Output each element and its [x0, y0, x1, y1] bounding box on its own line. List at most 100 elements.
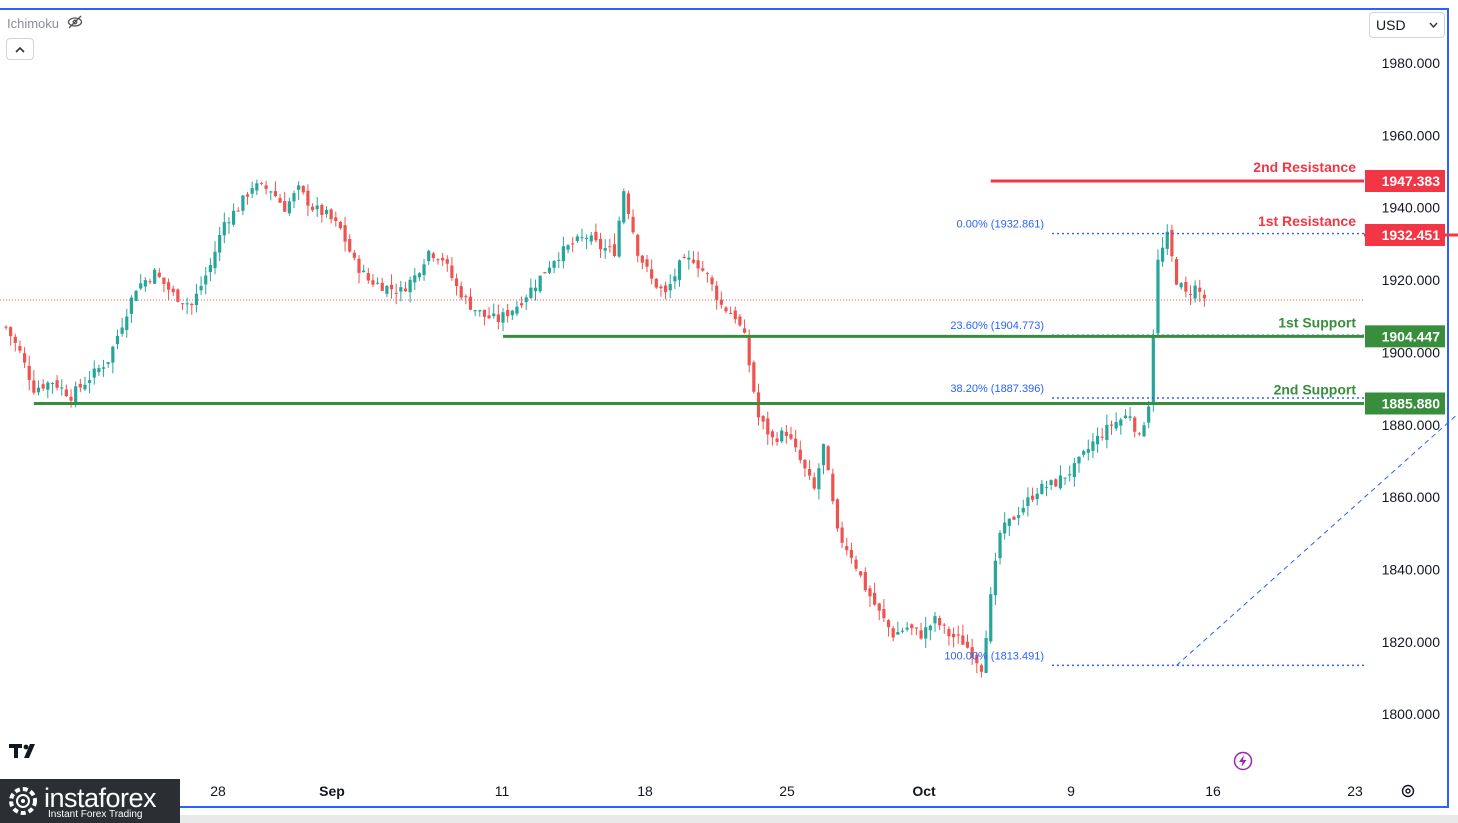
candle-body	[241, 195, 245, 211]
candles	[4, 179, 1207, 678]
candle-body	[450, 265, 454, 279]
candle-body	[292, 193, 296, 202]
fib-level-label: 38.20% (1887.396)	[950, 383, 1044, 395]
bottom-strip	[0, 815, 1458, 823]
candle-body	[645, 259, 649, 267]
candle-body	[650, 269, 654, 279]
candle-body	[640, 255, 644, 263]
tradingview-logo-icon[interactable]	[9, 742, 41, 765]
level-label: 2nd Support	[1274, 381, 1357, 397]
candle-body	[1174, 259, 1179, 285]
candle-body	[873, 592, 877, 605]
candle-body	[580, 237, 584, 239]
collapse-legend-button[interactable]	[6, 38, 34, 60]
level-label: 1st Support	[1278, 314, 1356, 330]
candle-body	[1063, 477, 1067, 479]
x-tick-label: 28	[210, 783, 226, 799]
candle-body	[770, 431, 775, 438]
candle-body	[719, 299, 723, 305]
level-label: 2nd Resistance	[1253, 159, 1356, 175]
x-tick-label: 16	[1205, 783, 1221, 799]
candle-body	[608, 246, 612, 248]
candle-body	[46, 382, 50, 390]
candle-body	[1091, 441, 1095, 451]
candle-body	[807, 469, 812, 476]
y-tick-label: 1820.000	[1382, 634, 1441, 650]
fib-level-label: 0.00% (1932.861)	[957, 219, 1044, 231]
lightning-icon[interactable]	[1233, 751, 1253, 776]
candle-body	[18, 346, 22, 351]
candle-body	[427, 250, 431, 262]
candle-body	[492, 313, 496, 317]
candle-body	[956, 634, 960, 636]
candle-body	[701, 268, 705, 271]
chevron-up-icon	[15, 46, 25, 53]
candle-body	[951, 633, 956, 638]
candle-body	[947, 629, 951, 637]
gear-icon[interactable]	[1400, 783, 1416, 804]
indicator-legend[interactable]: Ichimoku	[7, 15, 83, 32]
candle-body	[1082, 451, 1086, 455]
candle-body	[1012, 516, 1016, 520]
candle-body	[849, 549, 853, 558]
currency-value: USD	[1376, 17, 1406, 33]
price-tag-label: 1932.451	[1382, 227, 1441, 243]
candle-body	[454, 278, 459, 287]
candle-body	[831, 473, 835, 502]
candle-body	[965, 641, 970, 648]
candle-body	[603, 248, 607, 251]
candle-body	[775, 438, 779, 442]
candle-body	[143, 280, 147, 287]
candle-body	[766, 418, 770, 435]
candle-body	[663, 285, 668, 293]
candle-body	[1100, 436, 1104, 438]
candle-body	[687, 257, 691, 260]
candle-body	[636, 234, 640, 256]
candle-body	[376, 282, 380, 284]
candle-body	[626, 193, 631, 214]
candle-body	[88, 380, 92, 383]
candle-body	[1184, 281, 1188, 292]
candle-body	[264, 185, 268, 189]
candle-body	[1054, 479, 1058, 487]
y-tick-label: 1800.000	[1382, 706, 1441, 722]
candle-body	[826, 446, 830, 471]
candle-body	[989, 594, 993, 642]
candle-body	[835, 499, 840, 529]
candle-body	[176, 289, 180, 302]
price-tag-label: 1904.447	[1382, 328, 1441, 344]
currency-select[interactable]: USD	[1369, 12, 1445, 38]
candle-body	[515, 306, 519, 314]
candle-body	[803, 459, 807, 469]
candle-body	[218, 234, 222, 253]
candle-body	[1156, 259, 1160, 334]
price-tag	[1365, 325, 1445, 348]
candle-body	[742, 328, 747, 333]
candle-body	[1030, 495, 1035, 500]
candle-body	[914, 627, 919, 629]
candle-body	[1003, 522, 1007, 534]
y-tick-label: 1960.000	[1382, 127, 1441, 143]
candle-body	[798, 449, 802, 461]
candle-body	[106, 362, 110, 364]
eye-slash-icon[interactable]	[67, 15, 83, 32]
candle-body	[506, 310, 510, 317]
x-tick-label: 23	[1347, 783, 1363, 799]
x-tick-label: Sep	[319, 783, 345, 799]
candle-body	[821, 443, 826, 466]
candle-body	[338, 221, 343, 229]
candle-body	[510, 310, 514, 316]
candle-body	[478, 310, 482, 312]
candle-body	[585, 237, 589, 239]
candle-body	[905, 627, 909, 630]
candle-body	[185, 303, 189, 305]
candle-body	[868, 588, 872, 597]
candle-body	[882, 608, 886, 619]
candle-body	[92, 368, 96, 378]
candle-body	[691, 259, 696, 263]
candle-body	[1109, 424, 1114, 426]
candle-body	[194, 293, 199, 306]
candle-body	[859, 571, 863, 576]
candle-body	[1193, 285, 1197, 299]
